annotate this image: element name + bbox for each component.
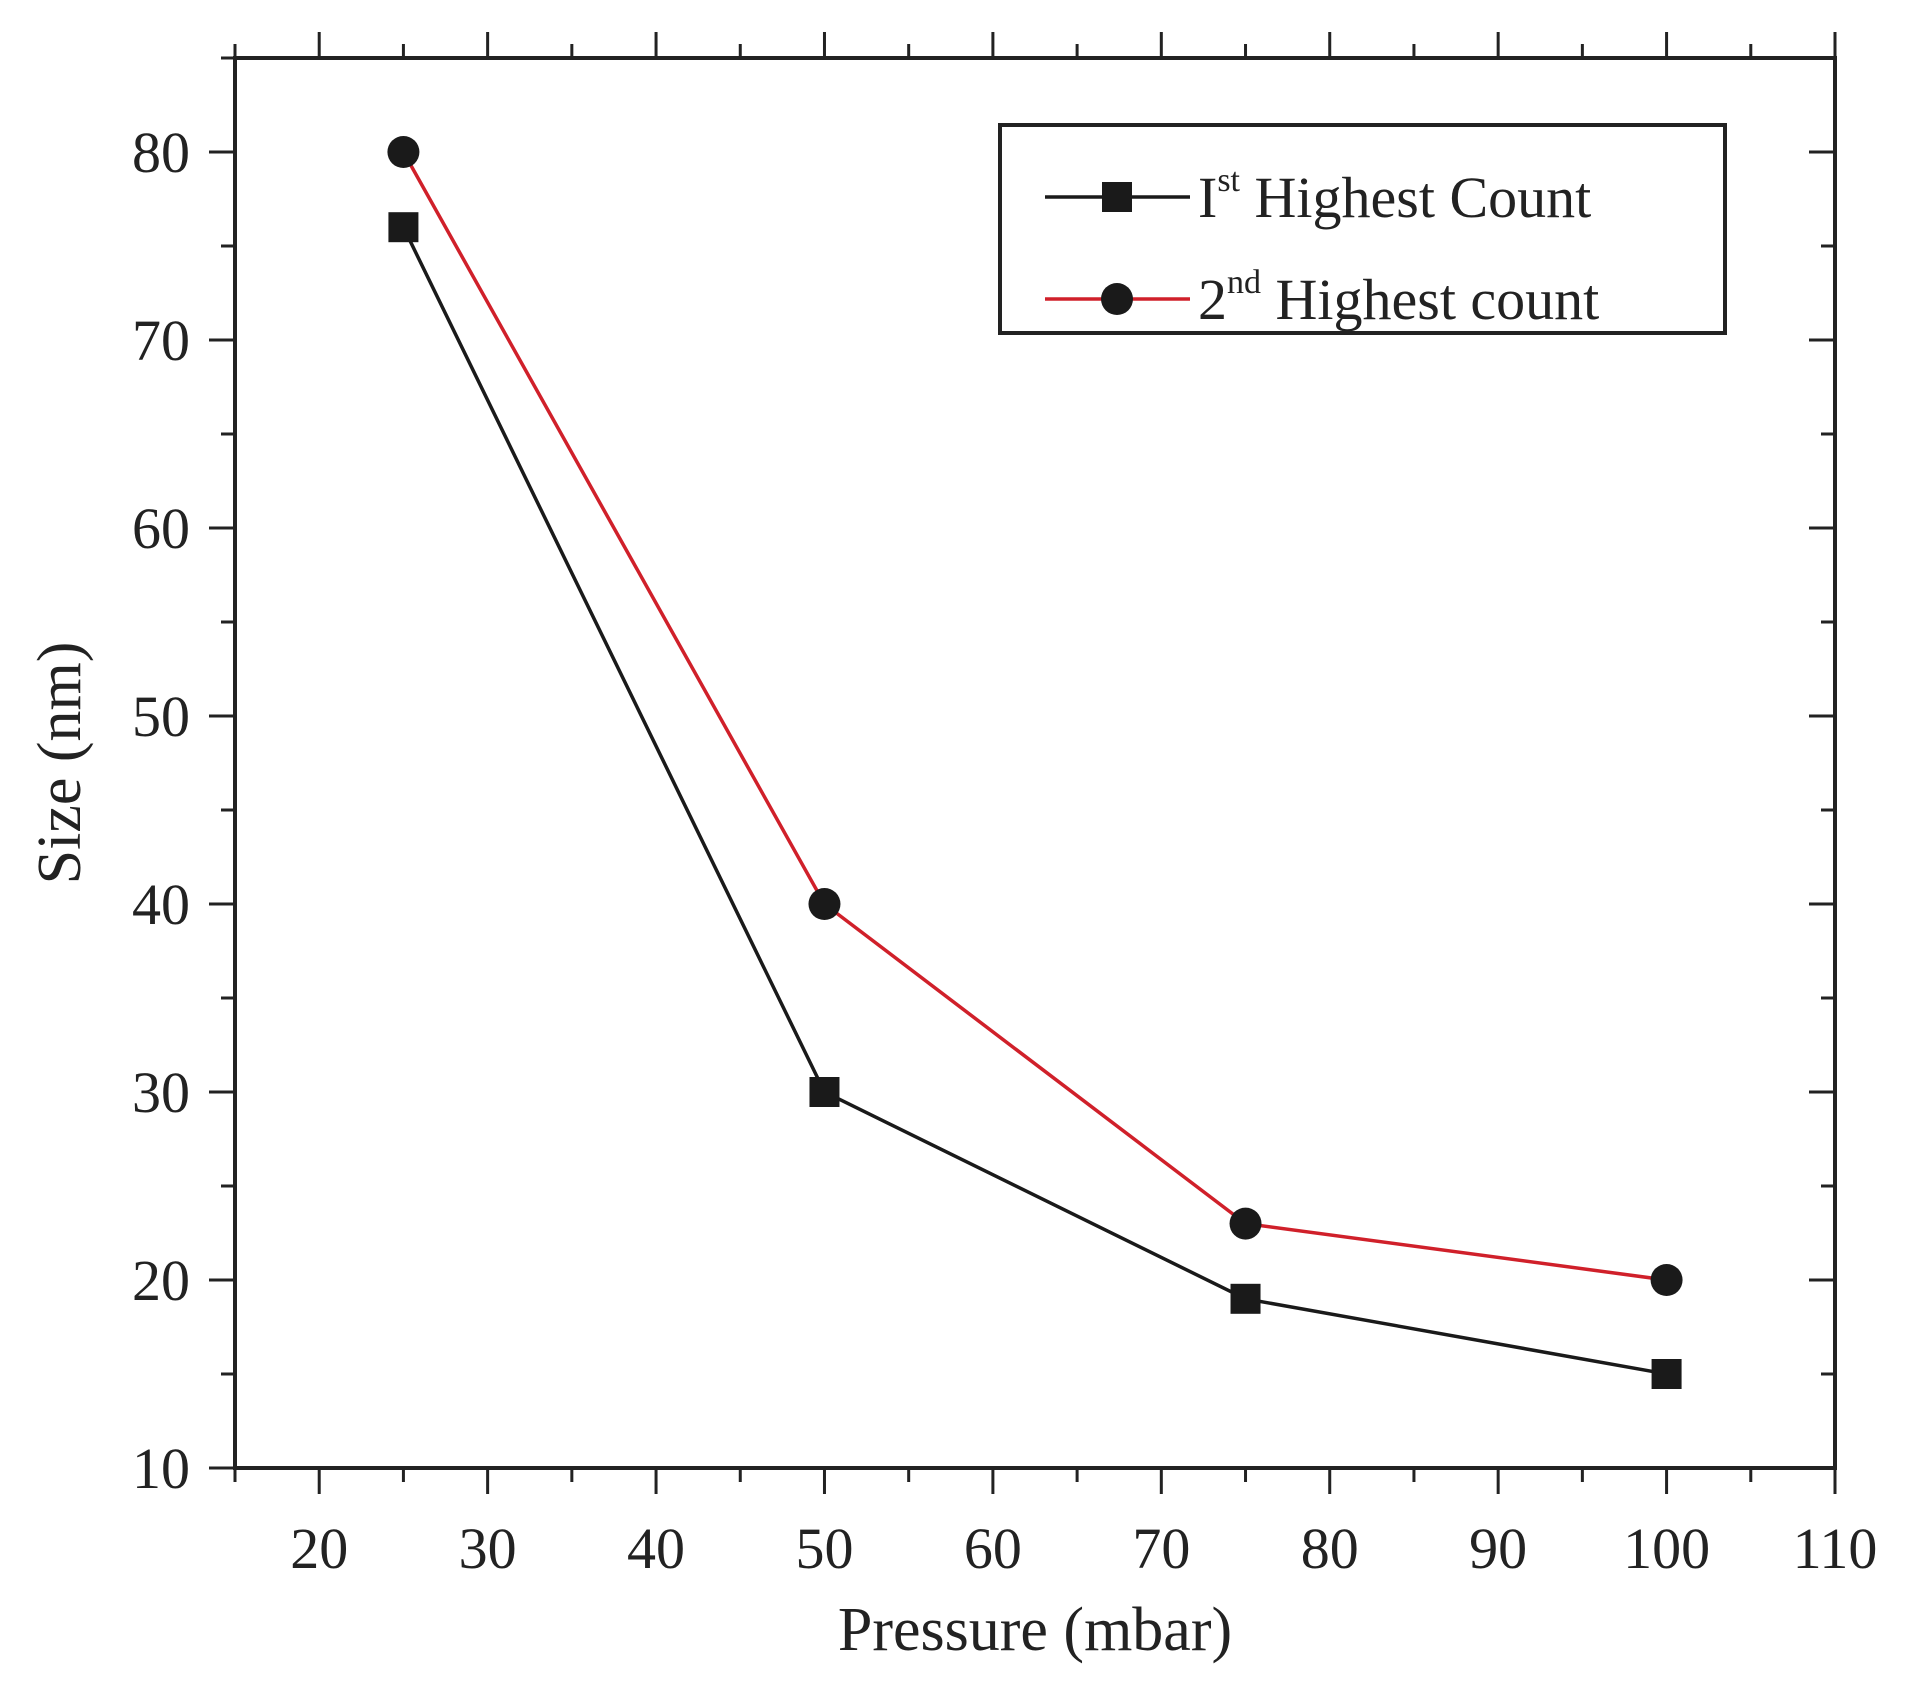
data-point-square [1651, 1359, 1682, 1389]
legend-label-2: 2nd Highest count [1198, 264, 1599, 332]
y-tick-label: 80 [132, 120, 190, 185]
y-tick-label: 30 [132, 1060, 190, 1125]
series-line-2 [401, 151, 1667, 1282]
plot-frame [233, 56, 1837, 1470]
axes-layer: 20 30 40 50 60 70 80 90 100 110 10 20 30 40 50 60 70 80 [132, 32, 1877, 1581]
x-tick-label: 90 [1469, 1516, 1527, 1581]
x-tick-label: 20 [290, 1516, 348, 1581]
legend-marker-circle [1101, 283, 1133, 315]
y-tick-label: 40 [132, 872, 190, 937]
x-tick-label: 50 [795, 1516, 853, 1581]
y-tick-label: 10 [132, 1436, 190, 1501]
series-layer [387, 136, 1683, 1389]
data-point-circle [387, 136, 420, 168]
legend-marker-square [1102, 182, 1132, 212]
x-axis-title: Pressure (mbar) [838, 1596, 1232, 1664]
y-tick-label: 60 [132, 496, 190, 561]
data-point-circle [1229, 1207, 1262, 1240]
data-point-square [809, 1077, 840, 1107]
data-point-circle [1650, 1264, 1683, 1296]
legend: Ist Highest Count 2nd Highest count [998, 123, 1727, 335]
y-axis-title: Size (nm) [26, 642, 94, 885]
data-point-circle [808, 888, 841, 920]
data-point-square [1230, 1283, 1261, 1314]
x-tick-label: 30 [459, 1516, 517, 1581]
y-tick-label: 70 [132, 308, 190, 373]
legend-label-1: Ist Highest Count [1198, 162, 1591, 230]
x-tick-label: 40 [627, 1516, 685, 1581]
series-line-1 [401, 226, 1667, 1376]
x-tick-label: 70 [1132, 1516, 1190, 1581]
x-tick-label: 60 [964, 1516, 1022, 1581]
y-tick-label: 20 [132, 1248, 190, 1313]
x-tick-label: 110 [1793, 1516, 1878, 1581]
x-tick-label: 100 [1623, 1516, 1710, 1581]
y-tick-label: 50 [132, 684, 190, 749]
x-tick-label: 80 [1301, 1516, 1359, 1581]
data-point-square [388, 212, 419, 243]
